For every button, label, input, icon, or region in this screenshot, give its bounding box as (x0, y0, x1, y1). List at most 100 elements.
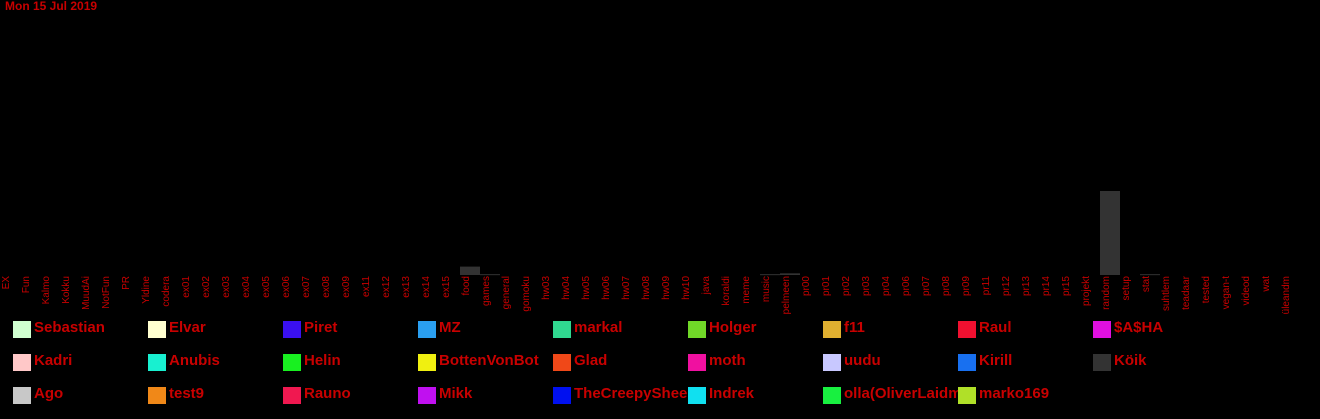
tick-label: Kalmo (41, 276, 52, 305)
chart-title: Mon 15 Jul 2019 (5, 0, 98, 13)
tick-label: pr03 (861, 276, 872, 296)
legend-item: Piret (283, 318, 418, 338)
tick-label: pr13 (1021, 276, 1032, 296)
tick-label: games (481, 276, 492, 306)
legend-swatch (418, 321, 436, 338)
legend-item: Helin (283, 351, 418, 371)
bar (460, 266, 480, 275)
legend-label: Mikk (439, 385, 473, 402)
legend-item: Glad (553, 351, 688, 371)
tick-label: ex06 (281, 276, 292, 298)
legend-swatch (283, 354, 301, 371)
tick-label: üleandm (1281, 276, 1292, 314)
legend-label: Rauno (304, 385, 351, 402)
legend-item: Köik (1093, 351, 1228, 371)
legend-swatch (823, 354, 841, 371)
legend-item: BottenVonBot (418, 351, 553, 371)
legend-swatch (283, 321, 301, 338)
tick-label: hw05 (581, 276, 592, 300)
legend-label: markal (574, 319, 623, 336)
tick-label: suhtlem (1161, 276, 1172, 311)
tick-label: ex01 (181, 276, 192, 298)
tick-labels-group: EX Fun Kalmo Kokku MuudAi NotFun PR Yldine coder… (1, 275, 1292, 314)
legend-item: Rauno (283, 384, 418, 404)
legend: Sebastian Elvar Piret MZ markal Holger f11 Raul… (0, 316, 1320, 419)
legend-item: f11 (823, 318, 958, 338)
tick-label: wat (1261, 276, 1272, 293)
legend-item: Kirill (958, 351, 1093, 371)
bar (480, 274, 500, 276)
tick-label: stat (1141, 276, 1152, 292)
legend-item: Indrek (688, 384, 823, 404)
tick-label: Kokku (61, 276, 72, 304)
legend-item: Anubis (148, 351, 283, 371)
tick-label: projekt (1081, 276, 1092, 306)
tick-label: videod (1241, 276, 1252, 305)
tick-label: Yldine (141, 276, 152, 304)
legend-swatch (13, 354, 31, 371)
tick-label: ex03 (221, 276, 232, 298)
legend-label: Kadri (34, 352, 73, 369)
legend-label: BottenVonBot (439, 352, 539, 369)
legend-item: Holger (688, 318, 823, 338)
tick-label: ex05 (261, 276, 272, 298)
legend-label: Köik (1114, 352, 1147, 369)
legend-label: f11 (844, 319, 865, 336)
legend-label: Indrek (709, 385, 755, 402)
tick-label: pr09 (961, 276, 972, 296)
legend-swatch (958, 321, 976, 338)
legend-item: moth (688, 351, 823, 371)
tick-label: pr01 (821, 276, 832, 296)
legend-swatch (148, 354, 166, 371)
tick-label: java (701, 276, 712, 296)
tick-label: ex07 (301, 276, 312, 298)
legend-label: Piret (304, 319, 338, 336)
legend-label: Elvar (169, 319, 206, 336)
legend-label: TheCreepySheep (574, 385, 688, 402)
tick-label: NotFun (101, 276, 112, 309)
tick-label: pr06 (901, 276, 912, 296)
legend-label: Helin (304, 352, 341, 369)
tick-label: hw09 (661, 276, 672, 300)
legend-label: Ago (34, 385, 64, 402)
legend-label: moth (709, 352, 746, 369)
legend-item: olla(OliverLaidma) (823, 384, 958, 404)
legend-swatch (283, 387, 301, 404)
tick-label: codera (161, 276, 172, 307)
bar-chart: EX Fun Kalmo Kokku MuudAi NotFun PR Yldine coder… (1, 191, 1292, 314)
legend-label: test9 (169, 385, 205, 402)
tick-label: ex04 (241, 276, 252, 298)
legend-label: $A$HA (1114, 319, 1164, 336)
legend-swatch (688, 321, 706, 338)
tick-label: hw04 (561, 276, 572, 300)
tick-label: food (461, 276, 472, 295)
tick-label: Fun (21, 276, 32, 293)
bar (780, 273, 800, 275)
legend-item: marko169 (958, 384, 1093, 404)
tick-label: pr08 (941, 276, 952, 296)
legend-swatch (688, 387, 706, 404)
tick-label: pr15 (1061, 276, 1072, 296)
legend-swatch (958, 387, 976, 404)
tick-label: ex02 (201, 276, 212, 298)
tick-label: pr11 (981, 276, 992, 296)
legend-item: Kadri (13, 351, 148, 371)
tick-label: pr12 (1001, 276, 1012, 296)
tick-label: pr04 (881, 276, 892, 296)
tick-label: ex08 (321, 276, 332, 298)
tick-label: pr14 (1041, 276, 1052, 296)
legend-swatch (823, 387, 841, 404)
tick-label: ex12 (381, 276, 392, 298)
legend-item: $A$HA (1093, 318, 1228, 338)
legend-label: Raul (979, 319, 1012, 336)
tick-label: hw03 (541, 276, 552, 300)
legend-item: uudu (823, 351, 958, 371)
legend-item: Raul (958, 318, 1093, 338)
tick-label: ex13 (401, 276, 412, 298)
tick-label: tested (1201, 276, 1212, 303)
legend-swatch (688, 354, 706, 371)
legend-item: Ago (13, 384, 148, 404)
bar (760, 274, 780, 276)
legend-label: Glad (574, 352, 608, 369)
legend-label: uudu (844, 352, 881, 369)
